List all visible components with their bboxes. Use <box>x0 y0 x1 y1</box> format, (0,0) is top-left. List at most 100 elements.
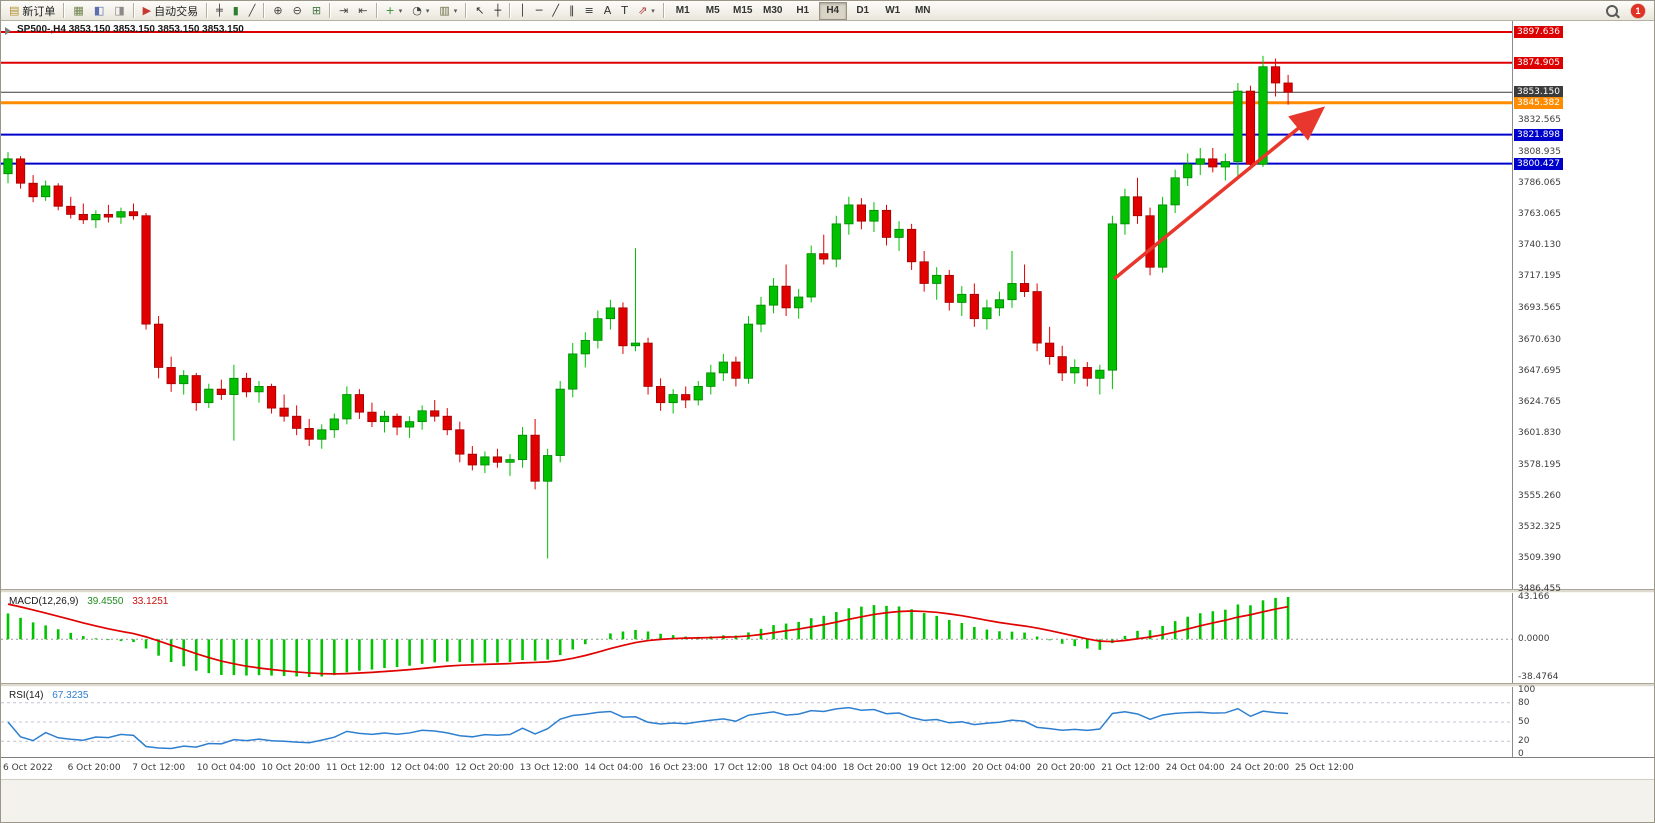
auto-scroll-button[interactable]: ⇥ <box>334 1 353 20</box>
one-click-trading-toggle[interactable] <box>5 27 11 35</box>
price-axis-label: 3786.065 <box>1518 178 1561 189</box>
line-chart-icon: ╱ <box>248 4 256 17</box>
macd-name: MACD(12,26,9) <box>9 596 79 607</box>
profiles-icon: ◧ <box>93 4 105 17</box>
timeframe-m30-button[interactable]: M30 <box>762 4 783 16</box>
zoom-in-icon: ⊕ <box>273 4 283 17</box>
dropdown-arrow-icon: ▾ <box>398 6 403 15</box>
rsi-value: 67.3235 <box>52 690 89 701</box>
pane-separator[interactable] <box>1 589 1654 593</box>
templates-icon: ▥ <box>439 4 450 17</box>
price-tag: 3821.898 <box>1514 128 1563 141</box>
time-axis[interactable]: 6 Oct 2022 6 Oct 20:00 7 Oct 12:00 10 Oct 0… <box>1 757 1654 779</box>
rsi-axis-label: 100 <box>1518 685 1536 695</box>
time-axis-label: 19 Oct 12:00 <box>907 763 967 773</box>
macd-label: MACD(12,26,9) 39.4550 33.1251 <box>9 596 168 607</box>
toolbar-separator <box>206 3 209 18</box>
trend-arrow[interactable] <box>1112 106 1326 281</box>
cursor-tool-button[interactable]: ↖ <box>470 1 489 20</box>
indicators-plus-icon: + <box>385 4 395 17</box>
toolbar: ▤ 新订单 ▦ ◧ ◨ ▶ 自动交易 ╪ ▮ ╱ ⊕ ⊖ ⊞ ⇥ ⇤ + ▾ ◔ ▾ ▥ ▾ ↖ ┼ │ ─ ╱ ∥ ≡ A T ⇗ ▾ M1 M… <box>1 1 1654 21</box>
time-axis-label: 18 Oct 20:00 <box>842 763 902 773</box>
search-icon <box>1606 4 1618 17</box>
time-axis-label: 16 Oct 23:00 <box>649 763 708 773</box>
price-axis[interactable]: 3832.565 3808.935 3786.065 3763.065 3740.130… <box>1513 21 1654 759</box>
time-axis-label: 6 Oct 2022 <box>3 763 53 773</box>
toolbar-separator <box>662 3 665 18</box>
vertical-line-tool-button[interactable]: │ <box>514 1 531 20</box>
autotrading-button[interactable]: ▶ 自动交易 <box>138 1 203 20</box>
autotrading-play-icon: ▶ <box>142 4 152 17</box>
indicators-button[interactable]: + ▾ <box>381 1 408 20</box>
text-tool-button[interactable]: A <box>599 1 617 20</box>
macd-pane[interactable] <box>1 593 1655 683</box>
notification-badge[interactable]: 1 <box>1631 3 1645 18</box>
timeframe-h4-button[interactable]: H4 <box>818 1 847 20</box>
label-icon: T <box>621 4 628 17</box>
macd-axis-label: -38.4764 <box>1518 672 1559 682</box>
zoom-out-button[interactable]: ⊖ <box>288 1 307 20</box>
time-axis-label: 10 Oct 20:00 <box>261 763 321 773</box>
terminal-icon: ◨ <box>114 4 125 17</box>
templates-button[interactable]: ▥ ▾ <box>434 1 462 20</box>
cursor-icon: ↖ <box>475 4 485 17</box>
rsi-axis-label: 0 <box>1518 749 1524 759</box>
rsi-pane[interactable] <box>1 687 1655 757</box>
search-button[interactable] <box>1601 1 1623 20</box>
macd-main-value: 39.4550 <box>87 596 124 607</box>
price-axis-label: 3486.455 <box>1518 584 1561 594</box>
timeframe-mn-button[interactable]: MN <box>914 4 931 16</box>
text-icon: A <box>603 4 612 17</box>
timeframe-d1-button[interactable]: D1 <box>856 4 870 16</box>
price-tag: 3845.382 <box>1514 96 1563 109</box>
bar-chart-type-button[interactable]: ╪ <box>211 1 228 20</box>
price-axis-label: 3647.695 <box>1518 365 1561 376</box>
channel-tool-button[interactable]: ∥ <box>564 1 580 20</box>
chart-shift-button[interactable]: ⇤ <box>353 1 372 20</box>
trendline-icon: ╱ <box>552 4 559 17</box>
price-tag: 3897.636 <box>1514 26 1563 38</box>
time-axis-label: 12 Oct 20:00 <box>455 763 514 773</box>
rsi-axis-label: 20 <box>1518 736 1530 747</box>
chart-area[interactable]: SP500-,H4 3853.150 3853.150 3853.150 385… <box>1 21 1655 822</box>
macd-axis-label: 0.0000 <box>1518 634 1550 645</box>
time-axis-label: 13 Oct 12:00 <box>519 763 579 773</box>
new-order-button[interactable]: ▤ 新订单 <box>4 1 60 20</box>
horizontal-line-tool-button[interactable]: ─ <box>531 1 548 20</box>
profiles-button[interactable]: ◧ <box>89 1 109 20</box>
fibonacci-icon: ≡ <box>584 4 594 17</box>
candlestick-chart-type-button[interactable]: ▮ <box>228 1 244 20</box>
rsi-axis-label: 50 <box>1518 717 1530 727</box>
periods-button[interactable]: ◔ ▾ <box>407 1 434 20</box>
zoom-in-button[interactable]: ⊕ <box>268 1 287 20</box>
price-axis-label: 3832.565 <box>1518 115 1561 126</box>
time-axis-label: 7 Oct 12:00 <box>132 763 186 773</box>
timeframe-m5-button[interactable]: M5 <box>705 4 720 16</box>
crosshair-tool-button[interactable]: ┼ <box>490 1 507 20</box>
main-price-chart[interactable] <box>1 21 1655 589</box>
timeframe-m1-button[interactable]: M1 <box>675 4 690 16</box>
dropdown-arrow-icon: ▾ <box>651 6 655 15</box>
macd-signal-value: 33.1251 <box>132 596 169 607</box>
time-axis-label: 18 Oct 04:00 <box>778 763 837 773</box>
price-tag: 3800.427 <box>1514 157 1563 170</box>
terminal-button[interactable]: ◨ <box>109 1 129 20</box>
window-footer <box>1 779 1654 822</box>
charts-button[interactable]: ▦ <box>68 1 88 20</box>
toolbar-separator <box>263 3 266 18</box>
time-axis-label: 14 Oct 04:00 <box>584 763 644 773</box>
line-chart-type-button[interactable]: ╱ <box>244 1 261 20</box>
tile-windows-button[interactable]: ⊞ <box>307 1 326 20</box>
timeframe-m15-button[interactable]: M15 <box>732 4 753 16</box>
trendline-tool-button[interactable]: ╱ <box>547 1 564 20</box>
timeframe-w1-button[interactable]: W1 <box>885 4 901 16</box>
time-axis-label: 12 Oct 04:00 <box>390 763 450 773</box>
candlestick-icon: ▮ <box>232 4 239 17</box>
timeframe-h1-button[interactable]: H1 <box>796 4 810 16</box>
fibonacci-tool-button[interactable]: ≡ <box>580 1 599 20</box>
shapes-tool-button[interactable]: ⇗ ▾ <box>633 1 660 20</box>
label-tool-button[interactable]: T <box>616 1 633 20</box>
pane-separator[interactable] <box>1 683 1654 687</box>
toolbar-separator <box>63 3 66 18</box>
